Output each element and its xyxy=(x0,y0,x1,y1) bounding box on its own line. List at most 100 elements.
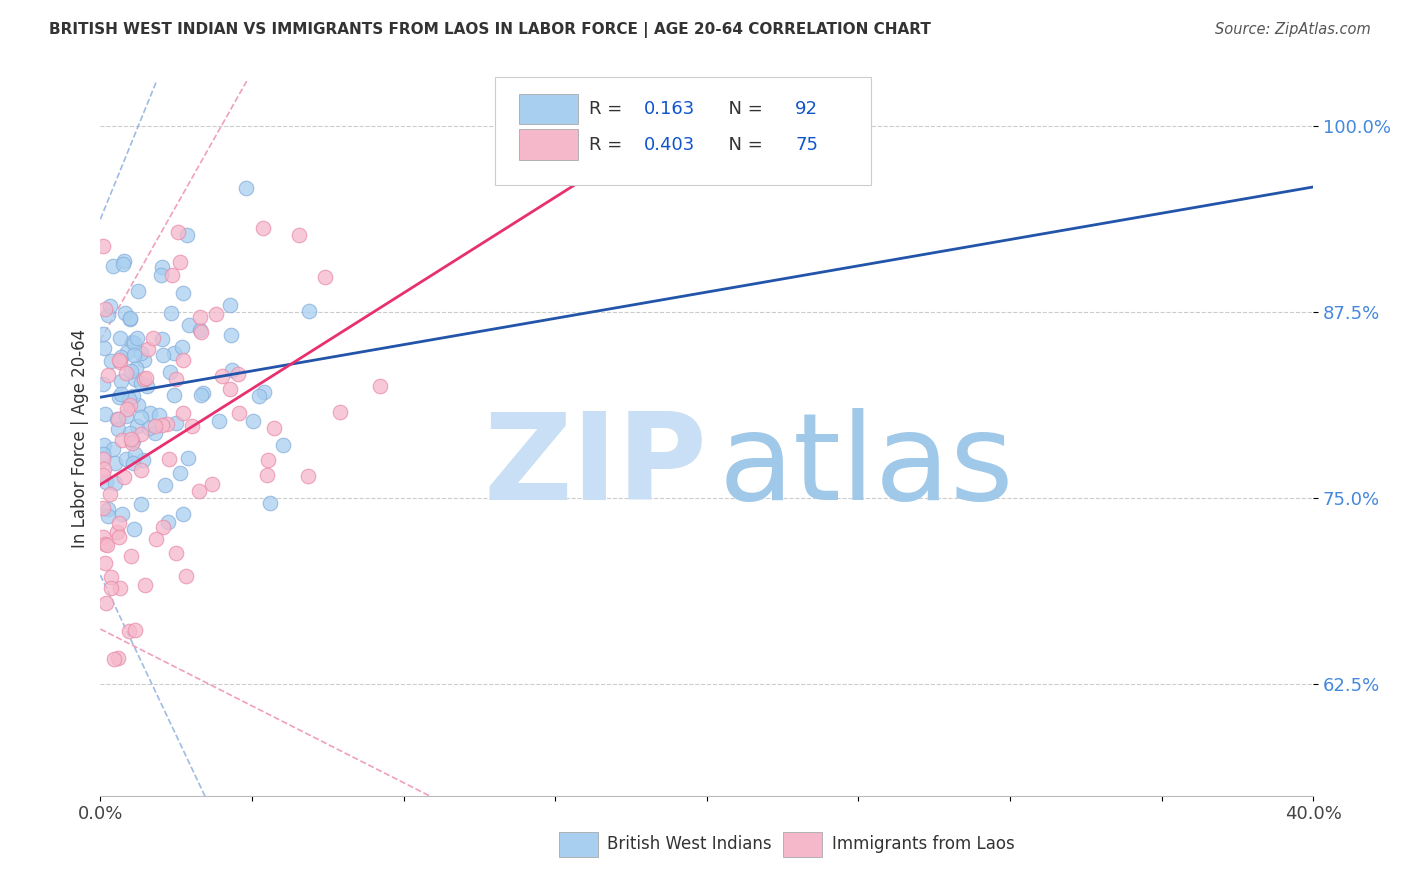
Point xyxy=(179,318,201,333)
Point xyxy=(160,268,183,282)
Point xyxy=(115,366,138,380)
Point xyxy=(181,418,204,433)
Point xyxy=(110,351,132,365)
Point xyxy=(112,256,135,270)
Point xyxy=(97,308,120,322)
FancyBboxPatch shape xyxy=(783,831,823,857)
Point xyxy=(139,406,162,420)
Point xyxy=(100,353,122,368)
Point xyxy=(157,452,180,467)
Point xyxy=(135,371,157,385)
Point xyxy=(115,344,138,359)
Point xyxy=(219,327,242,342)
Point xyxy=(188,483,211,498)
Point xyxy=(94,475,117,489)
Point xyxy=(201,477,224,491)
Text: BRITISH WEST INDIAN VS IMMIGRANTS FROM LAOS IN LABOR FORCE | AGE 20-64 CORRELATI: BRITISH WEST INDIAN VS IMMIGRANTS FROM L… xyxy=(49,22,931,38)
Point xyxy=(94,537,117,551)
Point xyxy=(94,556,117,570)
Point xyxy=(104,456,127,470)
Text: 75: 75 xyxy=(796,136,818,154)
Point xyxy=(108,530,131,544)
Point xyxy=(152,260,174,274)
Point xyxy=(108,581,131,595)
Point xyxy=(235,180,257,194)
Point xyxy=(142,330,165,344)
Point xyxy=(256,467,278,482)
Point xyxy=(125,330,148,344)
Point xyxy=(118,310,141,325)
Point xyxy=(150,418,173,433)
Point xyxy=(94,301,117,316)
Point xyxy=(114,409,136,423)
Point xyxy=(107,650,129,665)
FancyBboxPatch shape xyxy=(519,129,578,160)
Point xyxy=(605,163,627,178)
Point xyxy=(100,581,122,595)
Point xyxy=(122,389,145,403)
Text: R =: R = xyxy=(589,136,628,154)
Point xyxy=(129,427,152,442)
Point xyxy=(124,372,146,386)
Point xyxy=(122,335,145,350)
Point xyxy=(112,470,135,484)
Point xyxy=(205,307,228,321)
Point xyxy=(93,451,115,466)
Point xyxy=(242,414,264,428)
Text: Immigrants from Laos: Immigrants from Laos xyxy=(832,836,1015,854)
Point xyxy=(129,463,152,477)
Point xyxy=(121,549,143,563)
Point xyxy=(228,367,250,381)
Point xyxy=(143,418,166,433)
Point xyxy=(93,377,115,392)
Point xyxy=(166,225,188,239)
Point xyxy=(135,379,157,393)
Point xyxy=(156,515,179,529)
Text: N =: N = xyxy=(717,101,768,119)
Point xyxy=(134,578,156,592)
Point xyxy=(108,516,131,531)
Point xyxy=(228,406,250,420)
Point xyxy=(93,239,115,253)
Point xyxy=(115,402,138,417)
Point xyxy=(111,433,134,447)
Point xyxy=(297,469,319,483)
Point xyxy=(93,501,115,516)
Point xyxy=(211,368,233,383)
Point xyxy=(122,434,145,449)
Point xyxy=(105,525,128,540)
Point xyxy=(93,462,115,476)
Text: 92: 92 xyxy=(796,101,818,119)
Point xyxy=(129,376,152,390)
Point xyxy=(93,530,115,544)
Point xyxy=(93,438,115,452)
Point xyxy=(124,447,146,461)
Point xyxy=(219,382,242,396)
Point xyxy=(121,436,143,450)
Point xyxy=(110,374,132,388)
Point xyxy=(174,569,197,583)
Point xyxy=(176,227,198,242)
Point xyxy=(93,326,115,341)
Point xyxy=(163,388,186,402)
Point xyxy=(98,299,121,313)
Point xyxy=(121,456,143,470)
Point xyxy=(188,323,211,337)
Point xyxy=(169,466,191,480)
Point xyxy=(256,453,278,467)
Point xyxy=(155,478,177,492)
Point xyxy=(150,332,173,346)
Text: R =: R = xyxy=(589,101,628,119)
Point xyxy=(172,406,194,420)
Point xyxy=(118,624,141,638)
Point xyxy=(165,417,187,431)
Point xyxy=(104,475,127,490)
Point xyxy=(124,522,146,536)
Text: N =: N = xyxy=(717,136,768,154)
Point xyxy=(165,546,187,560)
Point xyxy=(170,340,193,354)
Point xyxy=(288,227,311,242)
Point xyxy=(159,365,181,379)
FancyBboxPatch shape xyxy=(495,78,870,185)
Point xyxy=(252,220,274,235)
